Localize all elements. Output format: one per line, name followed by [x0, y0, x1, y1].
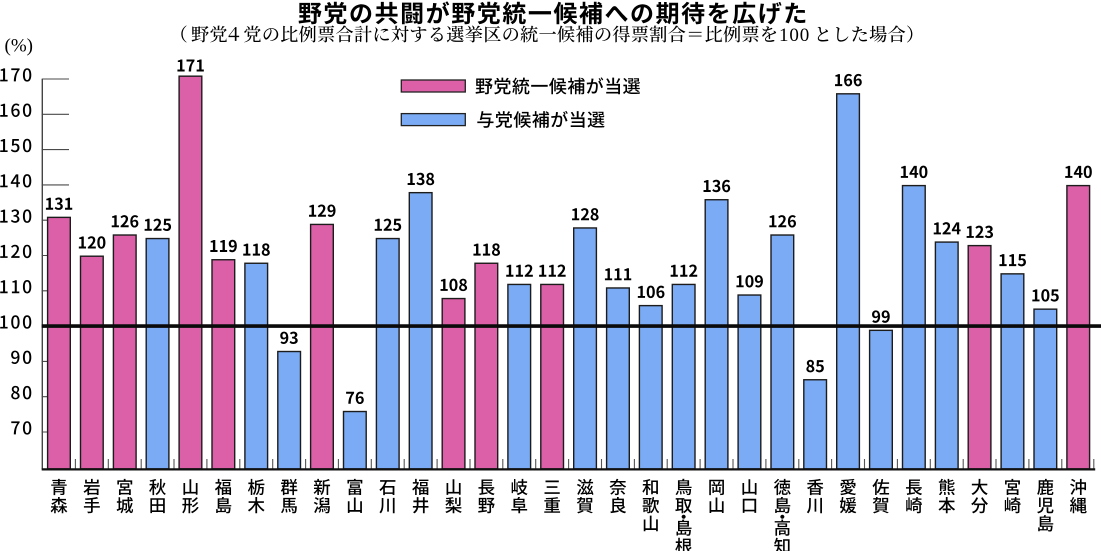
svg-text:(%): (%): [5, 36, 33, 57]
svg-text:100: 100: [779, 25, 810, 46]
